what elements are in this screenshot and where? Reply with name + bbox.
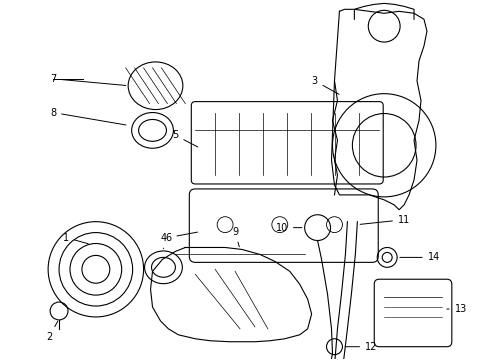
Text: 9: 9 bbox=[231, 226, 239, 247]
Text: 10: 10 bbox=[275, 222, 301, 233]
Text: 13: 13 bbox=[446, 304, 466, 314]
Text: 2: 2 bbox=[46, 321, 58, 342]
Text: 12: 12 bbox=[345, 342, 377, 352]
Text: 4: 4 bbox=[160, 233, 166, 249]
Text: 11: 11 bbox=[359, 215, 409, 225]
Text: 8: 8 bbox=[50, 108, 126, 125]
Text: 14: 14 bbox=[399, 252, 439, 262]
Text: 5: 5 bbox=[172, 130, 197, 147]
Text: 7: 7 bbox=[50, 74, 125, 85]
Text: 3: 3 bbox=[311, 76, 338, 94]
Text: 1: 1 bbox=[63, 233, 88, 244]
Text: 6: 6 bbox=[165, 232, 197, 243]
